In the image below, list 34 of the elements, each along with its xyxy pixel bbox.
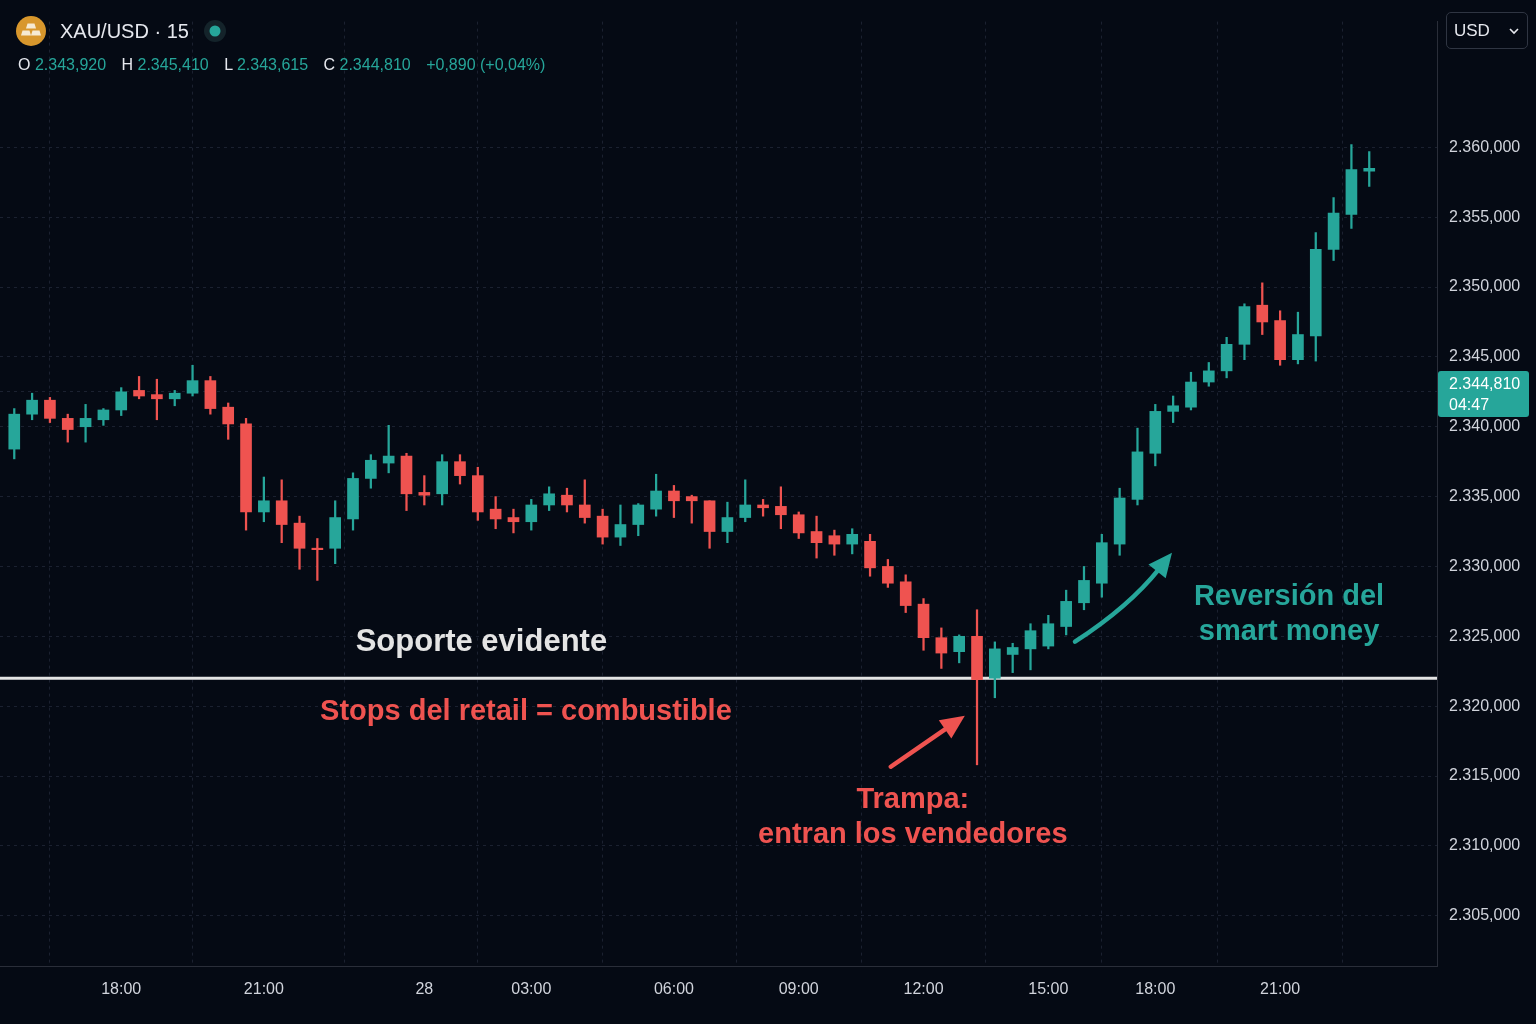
dropdown[interactable]: USD [1446, 12, 1528, 49]
y-tick-label: 2.305,000 [1449, 906, 1521, 924]
candlestick [614, 504, 627, 546]
chart-title: XAU/USD · 15 [60, 19, 189, 43]
y-tick-label: 2.345,000 [1449, 347, 1521, 365]
y-tick-label: 2.315,000 [1449, 766, 1521, 784]
candlestick [507, 508, 520, 534]
y-tick-label: 2.330,000 [1449, 556, 1521, 574]
ref-line-label: Soporte evidente [355, 622, 608, 658]
annotation: Trampa: entran los vendedores [758, 782, 1068, 850]
y-tick-label: 2.350,000 [1449, 277, 1521, 295]
x-tick-label: 12:00 [903, 980, 944, 998]
y-tick-label: 2.335,000 [1449, 487, 1521, 504]
y-tick-label: 2.360,000 [1449, 137, 1521, 155]
y-tick-label: 2.340,000 [1449, 417, 1521, 435]
x-tick-label: 03:00 [511, 980, 552, 998]
x-tick-label: 18:00 [101, 980, 142, 998]
candlestick [810, 515, 823, 559]
x-tick-label: 18:00 [1135, 980, 1176, 998]
y-tick-label: 2.320,000 [1449, 696, 1521, 714]
text: O 2.343,920 H 2.345,410 L 2.343,615 C 2.344,810 +0,890 (+0,04%) [18, 56, 546, 73]
price-tag: 2.344,810 04:47 [1438, 371, 1529, 417]
y-tick-label: 2.310,000 [1449, 836, 1521, 854]
x-tick-label: 09:00 [778, 980, 819, 998]
x-tick-label: 15:00 [1028, 980, 1069, 998]
annotation: Reversión del smart money [1193, 579, 1385, 647]
candlestick [79, 404, 92, 443]
y-tick-label: 2.325,000 [1449, 626, 1521, 644]
x-tick-label: 21:00 [243, 980, 284, 998]
annotation: Stops del retail = combustible [320, 693, 732, 726]
y-tick-label: 2.355,000 [1449, 207, 1521, 225]
x-tick-label: 21:00 [1260, 980, 1301, 998]
x-tick-label: 06:00 [653, 980, 695, 998]
x-tick-label: 28 [415, 980, 434, 998]
